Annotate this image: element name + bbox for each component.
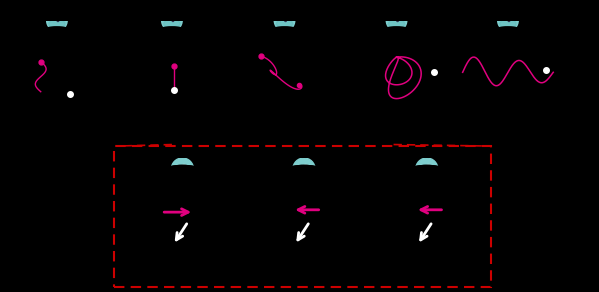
Circle shape [304,164,308,168]
Circle shape [274,11,295,31]
Circle shape [120,29,223,133]
Ellipse shape [388,19,405,28]
Circle shape [343,27,450,135]
Circle shape [396,16,400,20]
Circle shape [373,170,480,278]
Bar [178,172,187,199]
Circle shape [172,20,174,22]
Ellipse shape [295,167,313,178]
Circle shape [235,31,334,131]
Circle shape [347,31,446,131]
Circle shape [454,27,562,135]
Circle shape [284,16,288,20]
Circle shape [182,164,186,168]
Circle shape [386,11,407,31]
Circle shape [129,170,236,278]
Circle shape [57,20,59,22]
Circle shape [304,168,306,170]
Circle shape [397,20,398,22]
Circle shape [126,168,238,280]
Circle shape [124,165,241,282]
Ellipse shape [500,19,516,28]
Circle shape [456,29,559,133]
Circle shape [171,16,176,20]
Ellipse shape [418,167,435,178]
Circle shape [5,29,108,133]
Circle shape [426,164,431,168]
Circle shape [498,11,518,31]
Circle shape [508,20,510,22]
Circle shape [171,158,193,180]
Bar [168,23,176,57]
Circle shape [7,31,107,131]
Circle shape [118,27,226,135]
Circle shape [250,170,358,278]
Circle shape [285,20,286,22]
Circle shape [231,27,338,135]
Bar [53,23,61,57]
Ellipse shape [49,19,65,28]
Circle shape [293,158,315,180]
Circle shape [3,27,111,135]
Bar [422,172,431,199]
Circle shape [56,16,60,20]
Circle shape [416,158,438,180]
Bar [280,23,289,57]
Circle shape [458,31,558,131]
Ellipse shape [276,19,293,28]
Circle shape [345,29,448,133]
Circle shape [368,165,485,282]
Bar [300,172,308,199]
Circle shape [371,168,483,280]
Circle shape [507,16,512,20]
Circle shape [248,168,360,280]
Circle shape [246,165,362,282]
Circle shape [233,29,336,133]
Bar [114,146,491,287]
Circle shape [122,31,222,131]
Circle shape [183,168,184,170]
Circle shape [162,11,182,31]
Circle shape [427,168,429,170]
Bar [504,23,512,57]
Ellipse shape [164,19,180,28]
Circle shape [47,11,67,31]
Bar [392,23,401,57]
Ellipse shape [174,167,191,178]
